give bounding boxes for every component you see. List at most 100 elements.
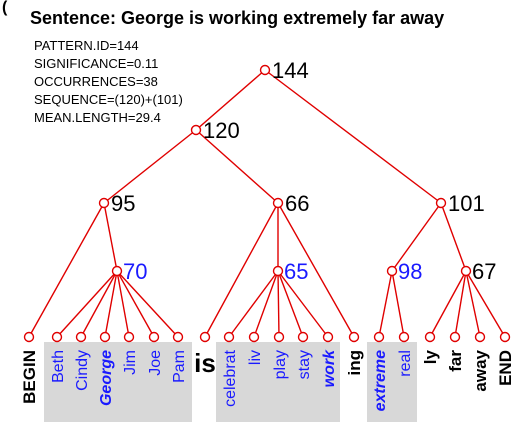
leaf-marker-ly bbox=[424, 331, 436, 343]
tree-edge bbox=[195, 129, 279, 204]
leaf-label-work: work bbox=[321, 349, 338, 387]
node-98-marker bbox=[386, 265, 398, 277]
leaf-marker-joe bbox=[148, 331, 160, 343]
meta-significance: SIGNIFICANCE=0.11 bbox=[34, 56, 158, 71]
leaf-label-is: is bbox=[194, 348, 216, 378]
equivalence-class-boxes bbox=[44, 342, 417, 422]
node-120-marker bbox=[190, 124, 202, 136]
leaf-label-cindy: Cindy bbox=[74, 350, 91, 391]
node-label-66: 66 bbox=[285, 191, 309, 216]
tree-edge bbox=[103, 129, 197, 204]
tree-edge bbox=[116, 270, 130, 338]
tree-edge bbox=[277, 270, 304, 338]
meta-sequence: SEQUENCE=(120)+(101) bbox=[34, 92, 183, 107]
leaf-label-jim: Jim bbox=[122, 350, 139, 375]
leaf-marker-pam bbox=[172, 331, 184, 343]
tree-edge bbox=[195, 69, 266, 131]
meta-occurrences: OCCURRENCES=38 bbox=[34, 74, 158, 89]
tree-edge bbox=[440, 202, 467, 272]
node-label-120: 120 bbox=[203, 118, 240, 143]
tree-edge bbox=[465, 270, 481, 338]
tree-edge bbox=[429, 270, 467, 338]
node-65-marker bbox=[272, 265, 284, 277]
tree-edge bbox=[116, 270, 155, 338]
diagram-title: Sentence: George is working extremely fa… bbox=[30, 8, 444, 28]
leaf-marker-cindy bbox=[75, 331, 87, 343]
leaf-label-ly: ly bbox=[421, 349, 440, 364]
leaf-label-extreme: extreme bbox=[372, 350, 389, 411]
leaf-marker-real bbox=[398, 331, 410, 343]
leaf-label-far: far bbox=[446, 350, 465, 372]
leaf-label-pam: Pam bbox=[171, 350, 188, 383]
tree-edge bbox=[204, 202, 279, 338]
leaf-marker-liv bbox=[248, 331, 260, 343]
leaf-marker-stay bbox=[297, 331, 309, 343]
tree-edge bbox=[228, 270, 279, 338]
leaf-marker-george bbox=[99, 331, 111, 343]
leaf-marker-is bbox=[199, 331, 211, 343]
leaf-label-stay: stay bbox=[296, 350, 313, 379]
tree-edge bbox=[391, 202, 442, 272]
leaf-marker-begin bbox=[23, 331, 35, 343]
node-label-101: 101 bbox=[448, 191, 485, 216]
node-144-marker bbox=[259, 64, 271, 76]
tree-edge bbox=[378, 270, 393, 338]
node-67-marker bbox=[460, 265, 472, 277]
leaf-marker-ing bbox=[348, 331, 360, 343]
tree-edge bbox=[253, 270, 279, 338]
node-66-marker bbox=[272, 197, 284, 209]
tree-edge bbox=[277, 270, 329, 338]
leaf-label-real: real bbox=[397, 350, 414, 377]
node-label-98: 98 bbox=[398, 259, 422, 284]
leaf-label-away: away bbox=[471, 349, 490, 391]
tree-edge bbox=[103, 202, 118, 272]
tree-edge bbox=[104, 270, 118, 338]
node-label-144: 144 bbox=[272, 58, 309, 83]
leaf-marker-away bbox=[474, 331, 486, 343]
node-70-marker bbox=[111, 265, 123, 277]
corner-mark: ( bbox=[2, 0, 8, 16]
tree-edge bbox=[391, 270, 405, 338]
equivalence-box-1 bbox=[44, 342, 192, 422]
node-label-67: 67 bbox=[472, 259, 496, 284]
leaf-marker-end bbox=[499, 331, 511, 343]
tree-edge bbox=[454, 270, 467, 338]
tree-nodes: 144 120 95 66 101 70 65 98 67 bbox=[98, 58, 496, 284]
node-label-95: 95 bbox=[111, 191, 135, 216]
leaf-marker-celebrat bbox=[223, 331, 235, 343]
tree-edge bbox=[264, 69, 442, 204]
tree-edge bbox=[56, 270, 118, 338]
pattern-metadata: PATTERN.ID=144 SIGNIFICANCE=0.11 OCCURRE… bbox=[34, 38, 183, 125]
equivalence-box-2 bbox=[216, 342, 340, 422]
tree-edge bbox=[80, 270, 118, 338]
leaf-label-begin: BEGIN bbox=[20, 350, 39, 404]
meta-mean-length: MEAN.LENGTH=29.4 bbox=[34, 110, 161, 125]
leaf-marker-play bbox=[273, 331, 285, 343]
leaf-label-joe: Joe bbox=[147, 350, 164, 376]
node-101-marker bbox=[435, 197, 447, 209]
tree-edge bbox=[465, 270, 506, 338]
tree-leaves: BEGIN Beth Cindy George Jim Joe Pam is celebrat l… bbox=[20, 331, 515, 411]
leaf-label-play: play bbox=[272, 350, 289, 379]
node-label-65: 65 bbox=[284, 259, 308, 284]
leaf-label-celebrat: celebrat bbox=[222, 349, 239, 406]
leaf-label-liv: liv bbox=[247, 350, 264, 365]
node-label-70: 70 bbox=[123, 259, 147, 284]
leaf-label-ing: ing bbox=[345, 350, 364, 376]
tree-edge bbox=[277, 270, 280, 338]
leaf-marker-extreme bbox=[373, 331, 385, 343]
equivalence-box-3 bbox=[367, 342, 417, 422]
leaf-marker-work bbox=[322, 331, 334, 343]
tree-edge bbox=[277, 202, 355, 338]
leaf-label-george: George bbox=[98, 350, 115, 406]
leaf-marker-far bbox=[449, 331, 461, 343]
tree-edge bbox=[28, 202, 105, 338]
leaf-label-beth: Beth bbox=[50, 350, 67, 383]
leaf-marker-beth bbox=[51, 331, 63, 343]
meta-pattern-id: PATTERN.ID=144 bbox=[34, 38, 139, 53]
leaf-marker-jim bbox=[123, 331, 135, 343]
tree-edges bbox=[28, 69, 506, 338]
tree-edge bbox=[116, 270, 179, 338]
leaf-label-end: END bbox=[496, 350, 515, 386]
